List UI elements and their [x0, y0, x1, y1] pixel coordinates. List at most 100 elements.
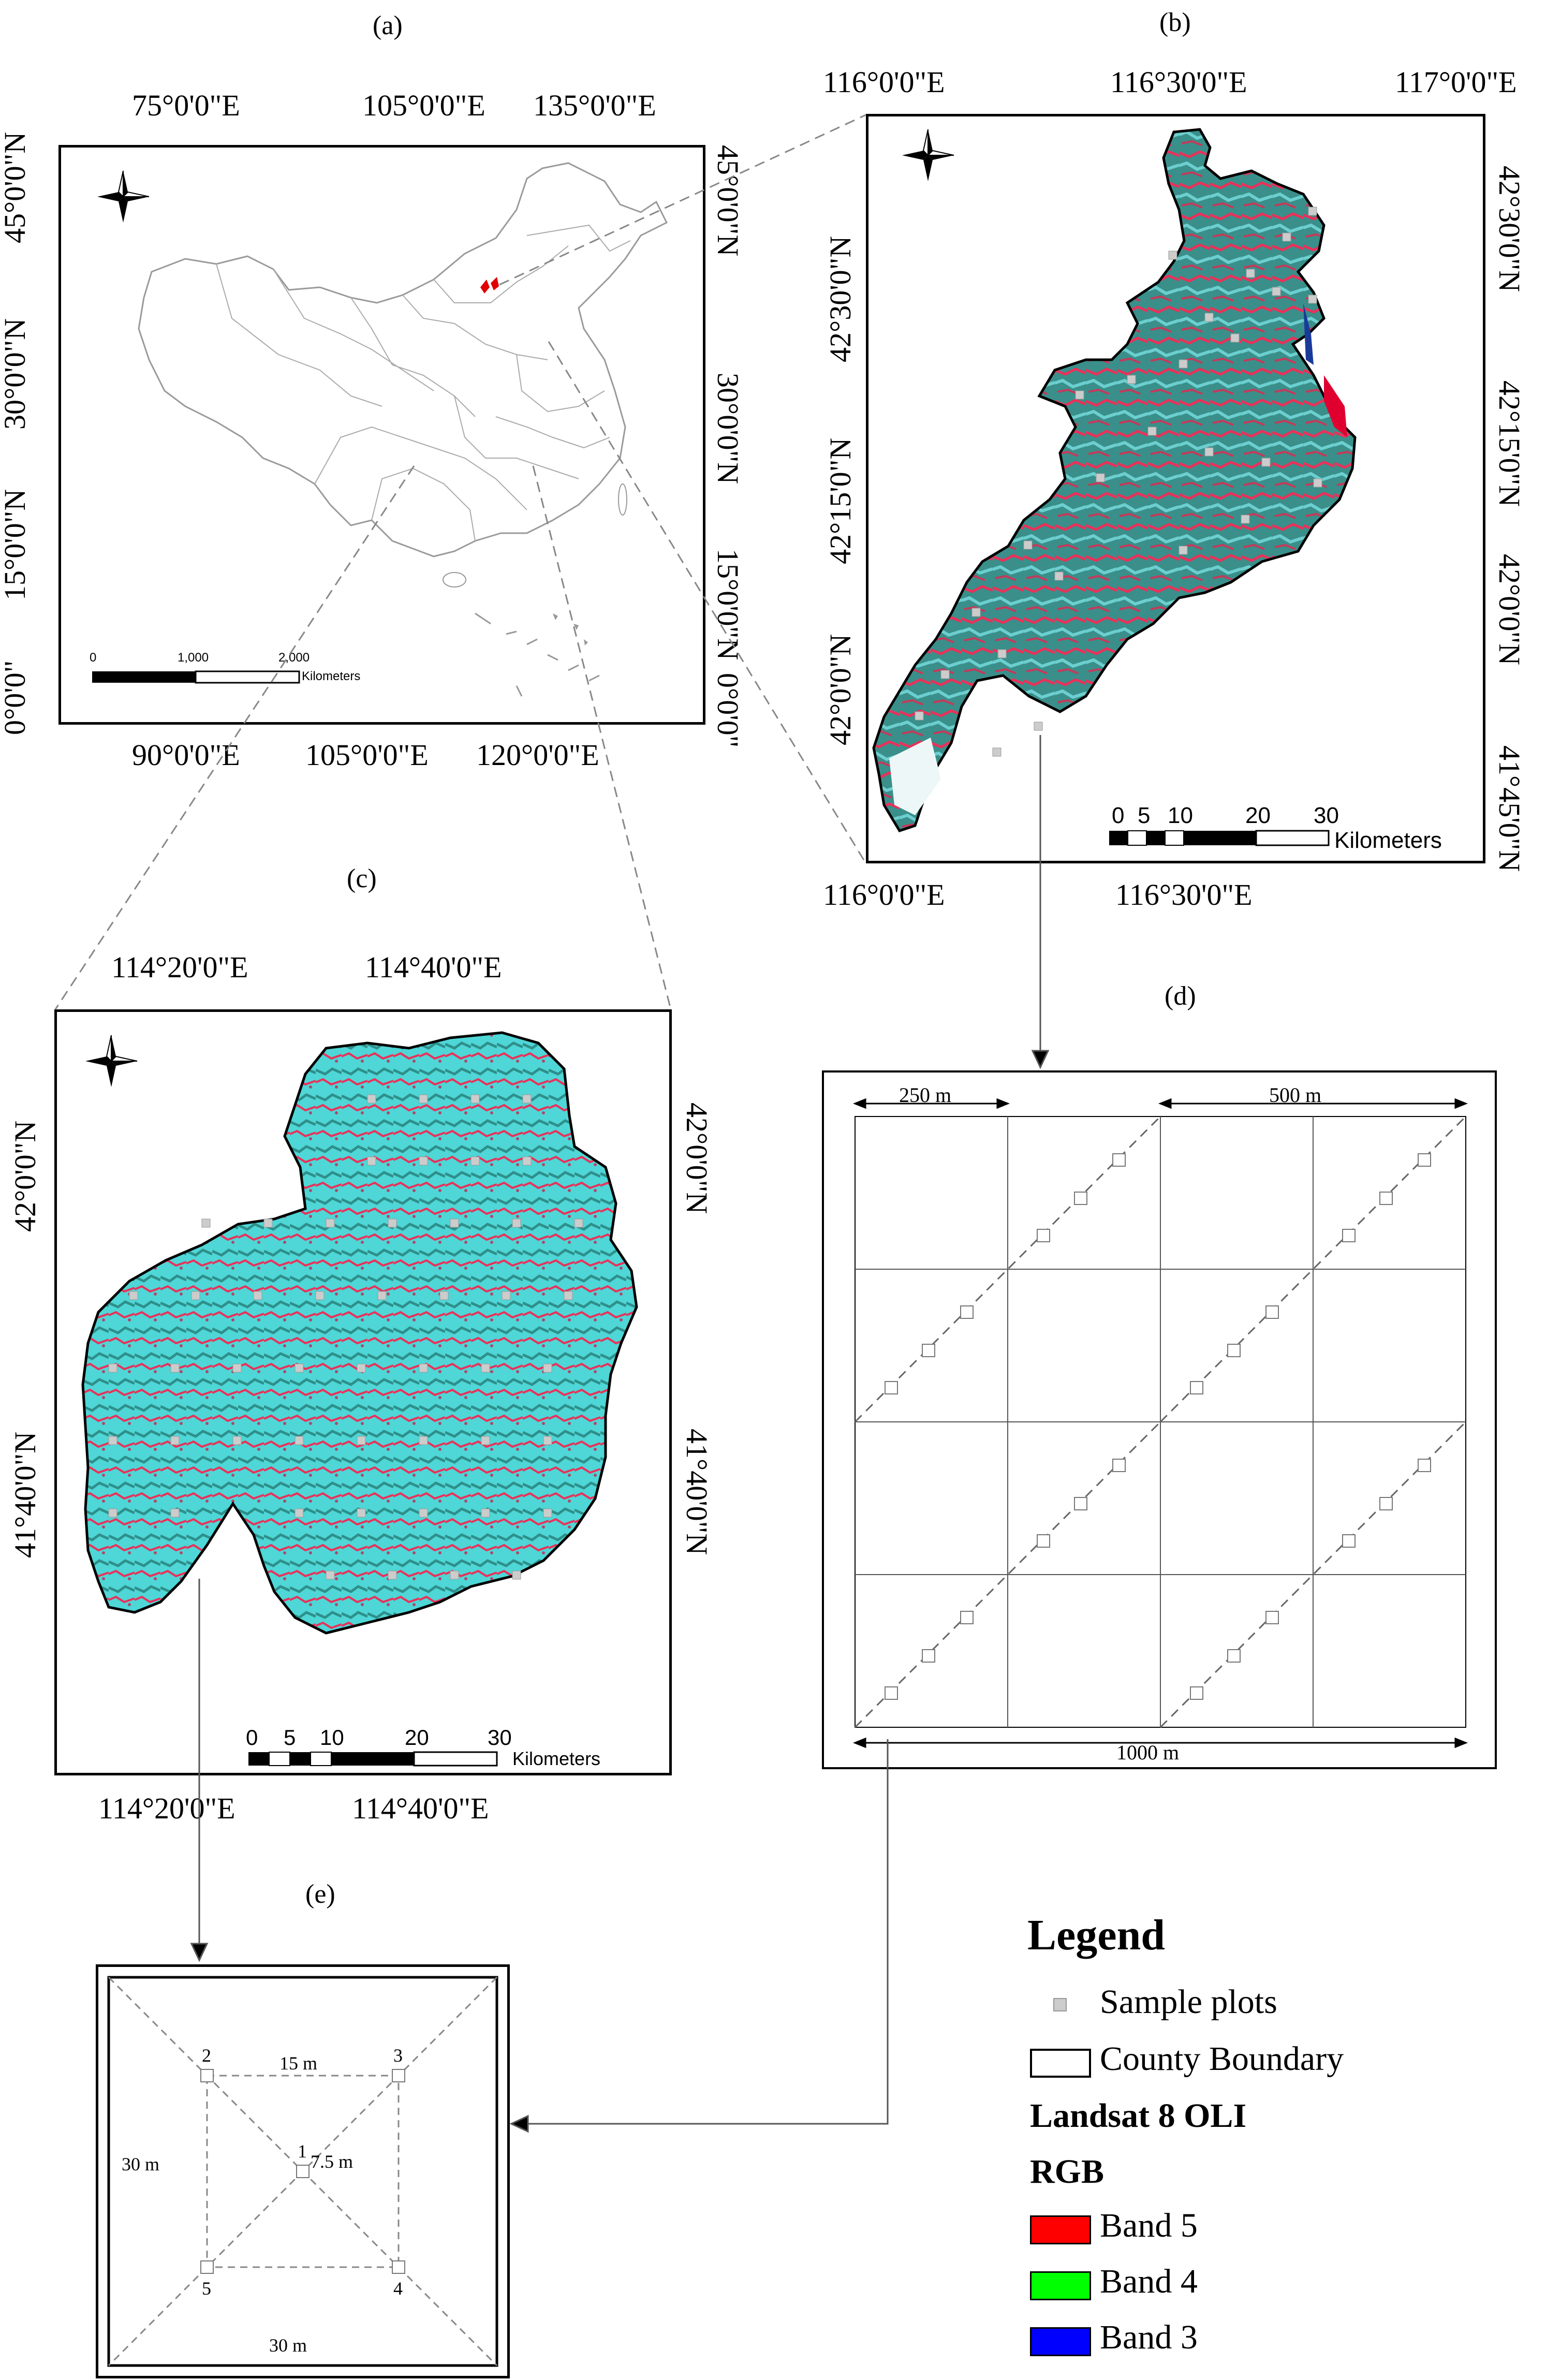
panel-b-map-frame: 0 5 10 20 30 Kilometers: [866, 114, 1485, 863]
panel-e-dim-30-left: 30 m: [122, 2154, 160, 2175]
panel-c-sample-plots: [108, 1094, 583, 1580]
panel-e-subplot-diagram: [107, 1976, 498, 2367]
panel-b-sample-plots: [915, 207, 1322, 757]
panel-e-dim-30-bottom: 30 m: [269, 2335, 307, 2356]
panel-b-scale-label: 5: [1138, 803, 1151, 828]
panel-b-top-tick: 116°0'0"E: [823, 65, 945, 99]
panel-d-dim-500: 500 m: [1269, 1083, 1322, 1107]
legend-title: Legend: [1027, 1911, 1166, 1959]
panel-c-right-tick: 42°0'0"N: [680, 1103, 714, 1214]
panel-c-left-tick: 41°40'0"N: [8, 1431, 42, 1558]
panel-d-dim-1000: 1000 m: [1116, 1741, 1180, 1764]
panel-b-scale-unit: Kilometers: [1334, 828, 1442, 853]
panel-c-right-tick: 41°40'0"N: [680, 1429, 714, 1555]
panel-b-right-tick: 42°0'0"N: [1493, 554, 1526, 666]
panel-c-scale-label: 0: [246, 1725, 258, 1750]
panel-b-county-map: [872, 128, 1357, 846]
panel-a-map-frame: 0 1,000 2,000 Kilometers: [58, 145, 705, 725]
panel-a-scale-bar: [92, 670, 300, 684]
panel-b-bottom-tick: 116°30'0"E: [1115, 878, 1253, 912]
subplot-number: 2: [202, 2045, 211, 2066]
panel-d-plot-frame: 250 m 500 m 1000 m: [822, 1070, 1497, 1769]
panel-a-scale-label: 2,000: [278, 651, 310, 665]
panel-b-left-tick: 42°0'0"N: [823, 634, 857, 745]
panel-d-label: (d): [1165, 981, 1196, 1011]
north-arrow-icon: [902, 129, 954, 181]
panel-a-right-tick: 30°0'0"N: [711, 373, 745, 484]
panel-b-scale-bar: [1109, 830, 1330, 846]
band-5-swatch: [1030, 2215, 1091, 2244]
panel-e-plot-frame: 1 2 3 4 5 15 m 7.5 m 30 m 30 m: [96, 1964, 510, 2378]
panel-a-scale-unit: Kilometers: [302, 669, 361, 683]
panel-a-left-tick: 30°0'0"N: [0, 318, 32, 430]
panel-e-subplots: [200, 2069, 405, 2274]
panel-b-left-tick: 42°15'0"N: [823, 437, 857, 564]
panel-a-top-tick: 105°0'0"E: [362, 89, 485, 122]
legend-band-3: Band 3: [1100, 2318, 1198, 2356]
panel-c-top-tick: 114°20'0"E: [111, 950, 248, 984]
county-boundary-swatch: [1030, 2049, 1091, 2078]
panel-a-right-tick: 15°0'0"N: [711, 549, 745, 660]
panel-a-scale-label: 1,000: [178, 651, 209, 665]
panel-b-scale-label: 10: [1168, 803, 1193, 828]
panel-a-right-tick: 45°0'0"N: [711, 145, 745, 257]
sample-plot-swatch: [1053, 1998, 1067, 2011]
panel-c-scale-label: 10: [320, 1725, 344, 1750]
panel-b-scale-label: 30: [1314, 803, 1339, 828]
study-area-marker: [480, 280, 490, 293]
panel-b-right-tick: 41°45'0"N: [1493, 745, 1526, 872]
panel-a-bottom-tick: 105°0'0"E: [305, 738, 429, 772]
panel-c-scale-label: 30: [488, 1725, 512, 1750]
panel-d-sample-plots: [885, 1153, 1431, 1700]
legend-county-boundary: County Boundary: [1100, 2040, 1344, 2078]
panel-b-top-tick: 117°0'0"E: [1395, 65, 1517, 99]
legend-composite: RGB: [1030, 2153, 1105, 2191]
panel-b-right-tick: 42°15'0"N: [1493, 380, 1526, 507]
panel-a-left-tick: 0°0'0": [0, 660, 32, 735]
legend-band-4: Band 4: [1100, 2263, 1198, 2300]
panel-d-dim-250: 250 m: [899, 1083, 952, 1107]
panel-a-right-tick: 0°0'0": [711, 673, 745, 748]
panel-a-left-tick: 15°0'0"N: [0, 489, 32, 600]
band-4-swatch: [1030, 2271, 1091, 2300]
panel-c-map-frame: 0 5 10 20 30 Kilometers: [54, 1009, 672, 1775]
panel-c-county-map: [81, 1031, 638, 1767]
china-map: [92, 162, 668, 697]
subplot-number: 4: [393, 2278, 403, 2299]
panel-b-scale-label: 0: [1112, 803, 1125, 828]
panel-a-left-tick: 45°0'0"N: [0, 131, 32, 243]
panel-c-scale-unit: Kilometers: [512, 1748, 601, 1769]
panel-a-scale-label: 0: [90, 651, 97, 665]
legend-sample-plots: Sample plots: [1100, 1983, 1277, 2021]
panel-c-scale-label: 5: [284, 1725, 296, 1750]
panel-c-bottom-tick: 114°40'0"E: [352, 1791, 489, 1825]
subplot-number: 5: [202, 2278, 211, 2299]
panel-c-top-tick: 114°40'0"E: [365, 950, 502, 984]
panel-c-label: (c): [347, 864, 377, 893]
band-3-swatch: [1030, 2327, 1091, 2356]
panel-c-scale-label: 20: [405, 1725, 429, 1750]
subplot-number: 1: [298, 2141, 307, 2162]
panel-a-bottom-tick: 90°0'0"E: [132, 738, 240, 772]
panel-b-right-tick: 42°30'0"N: [1493, 166, 1526, 292]
legend-sensor: Landsat 8 OLI: [1030, 2097, 1247, 2135]
panel-b-bottom-tick: 116°0'0"E: [823, 878, 945, 912]
study-area-marker: [491, 277, 499, 290]
panel-c-left-tick: 42°0'0"N: [8, 1120, 42, 1232]
north-arrow-icon: [97, 170, 150, 223]
panel-a-top-tick: 135°0'0"E: [533, 89, 656, 122]
subplot-number: 3: [393, 2045, 403, 2066]
panel-c-scale-bar: [248, 1751, 498, 1767]
panel-e-dim-15: 15 m: [279, 2053, 318, 2074]
legend-band-5: Band 5: [1100, 2207, 1198, 2244]
panel-a-label: (a): [373, 11, 403, 40]
panel-b-scale-label: 20: [1245, 803, 1271, 828]
panel-d-grid-diagram: [852, 1098, 1468, 1749]
panel-b-label: (b): [1159, 8, 1191, 37]
panel-b-top-tick: 116°30'0"E: [1110, 65, 1247, 99]
panel-a-bottom-tick: 120°0'0"E: [476, 738, 599, 772]
panel-b-left-tick: 42°30'0"N: [823, 236, 857, 362]
panel-c-bottom-tick: 114°20'0"E: [98, 1791, 235, 1825]
panel-e-label: (e): [305, 1879, 335, 1909]
panel-e-dim-7-5: 7.5 m: [311, 2151, 354, 2172]
